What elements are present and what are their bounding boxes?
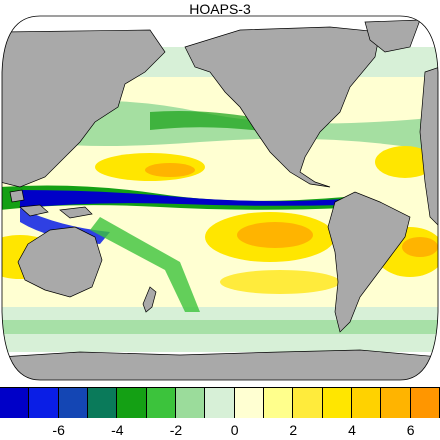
colorbar-segment	[234, 388, 264, 418]
colorbar-segment	[146, 388, 176, 418]
land-asia	[2, 29, 166, 188]
map-frame	[1, 15, 439, 381]
colorbar-segment	[352, 388, 382, 418]
colorbar-segment	[264, 388, 294, 418]
colorbar-segment	[176, 388, 206, 418]
colorbar-segment	[205, 388, 235, 418]
map-title: HOAPS-3	[189, 1, 251, 17]
land-islands	[9, 189, 93, 219]
land-greenland	[364, 19, 421, 53]
colorbar-tick-label: 4	[348, 422, 356, 438]
land-new-zealand	[142, 286, 157, 313]
colorbar-tick-label: -4	[111, 422, 124, 438]
colorbar-segment	[117, 388, 147, 418]
land-australia	[17, 226, 103, 298]
land-south-america	[327, 191, 411, 333]
land-antarctica	[2, 349, 438, 380]
colorbar-tick-label: 0	[230, 422, 239, 438]
colorbar-tick-label: -2	[169, 422, 183, 438]
colorbar-segment	[322, 388, 352, 418]
colorbar-segment	[410, 388, 440, 418]
colorbar-tick-label: 2	[289, 422, 298, 438]
colorbar-segment	[58, 388, 88, 418]
colorbar-tick-label: 6	[406, 422, 415, 438]
colorbar	[0, 387, 440, 418]
colorbar-segment	[381, 388, 411, 418]
land-africa-edge	[419, 66, 438, 228]
colorbar-segment	[293, 388, 323, 418]
colorbar-segment	[29, 388, 59, 418]
global-precipitation-map	[1, 15, 439, 381]
colorbar-ticks: -6 -4 -2 0 2 4 6	[0, 421, 440, 439]
colorbar-segment	[88, 388, 118, 418]
colorbar-tick-label: -6	[52, 422, 65, 438]
land-layer	[2, 19, 438, 380]
colorbar-segment	[0, 388, 30, 418]
